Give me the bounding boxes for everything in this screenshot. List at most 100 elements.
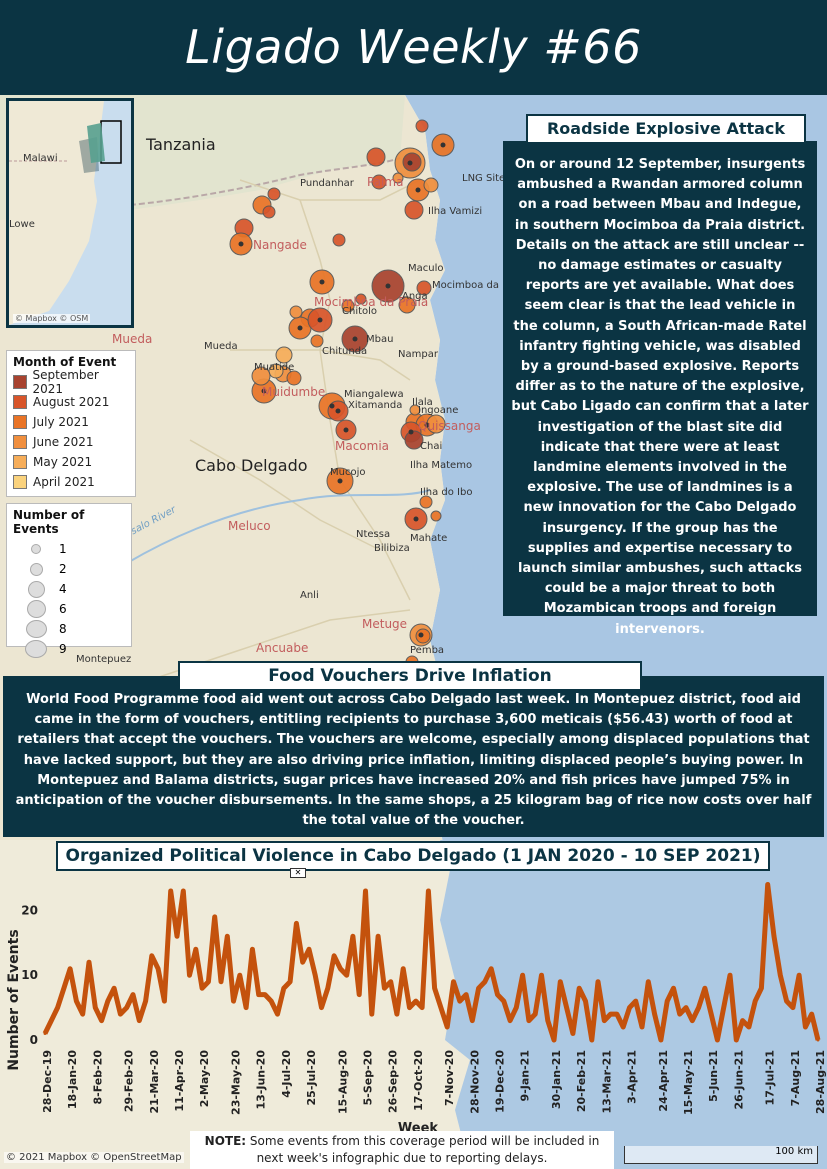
chart-point[interactable] xyxy=(527,1019,531,1023)
chart-point[interactable] xyxy=(238,973,242,977)
chart-point[interactable] xyxy=(615,1012,619,1016)
chart-point[interactable] xyxy=(206,980,210,984)
chart-point[interactable] xyxy=(250,947,254,951)
chart-point[interactable] xyxy=(376,934,380,938)
chart-point[interactable] xyxy=(697,1006,701,1010)
event-marker[interactable] xyxy=(404,200,424,220)
chart-point[interactable] xyxy=(690,1019,694,1023)
chart-point[interactable] xyxy=(307,947,311,951)
chart-point[interactable] xyxy=(232,999,235,1003)
chart-point[interactable] xyxy=(332,954,336,958)
chart-point[interactable] xyxy=(408,1006,411,1010)
chart-point[interactable] xyxy=(225,934,229,938)
chart-point[interactable] xyxy=(759,986,763,990)
chart-point[interactable] xyxy=(584,999,587,1003)
chart-point[interactable] xyxy=(351,934,355,938)
chart-point[interactable] xyxy=(118,1012,122,1016)
chart-point[interactable] xyxy=(257,993,261,997)
chart-point[interactable] xyxy=(741,1019,745,1023)
chart-point[interactable] xyxy=(778,973,782,977)
chart-point[interactable] xyxy=(395,1012,399,1016)
chart-point[interactable] xyxy=(74,999,78,1003)
chart-point[interactable] xyxy=(722,1006,726,1010)
chart-point[interactable] xyxy=(803,1025,807,1029)
chart-point[interactable] xyxy=(414,999,418,1003)
chart-point[interactable] xyxy=(672,986,675,990)
chart-point[interactable] xyxy=(439,1006,443,1010)
chart-point[interactable] xyxy=(219,980,223,984)
event-marker[interactable] xyxy=(289,305,303,319)
chart-point[interactable] xyxy=(100,1019,104,1023)
chart-point[interactable] xyxy=(313,973,317,977)
chart-point[interactable] xyxy=(634,999,638,1003)
chart-point[interactable] xyxy=(244,1006,248,1010)
chart-point[interactable] xyxy=(357,993,361,997)
event-marker[interactable] xyxy=(275,346,293,364)
event-marker[interactable] xyxy=(404,430,424,450)
chart-point[interactable] xyxy=(797,973,801,977)
chart-point[interactable] xyxy=(426,889,430,893)
chart-point[interactable] xyxy=(150,954,154,958)
event-marker[interactable] xyxy=(251,366,271,386)
chart-point[interactable] xyxy=(87,960,91,964)
chart-point[interactable] xyxy=(301,960,305,964)
chart-point[interactable] xyxy=(81,1012,85,1016)
chart-point[interactable] xyxy=(596,980,600,984)
chart-point[interactable] xyxy=(489,967,493,971)
chart-point[interactable] xyxy=(125,1006,129,1010)
event-marker[interactable] xyxy=(366,147,386,167)
chart-point[interactable] xyxy=(678,1012,682,1016)
chart-point[interactable] xyxy=(646,980,650,984)
chart-point[interactable] xyxy=(791,1006,795,1010)
chart-point[interactable] xyxy=(112,986,116,990)
event-marker[interactable] xyxy=(416,280,432,296)
inset-map[interactable]: Malawi Lowe © Mapbox © OSM xyxy=(6,98,134,328)
chart-point[interactable] xyxy=(269,999,273,1003)
chart-point[interactable] xyxy=(276,1012,279,1016)
chart-point[interactable] xyxy=(628,1006,631,1010)
chart-point[interactable] xyxy=(188,973,191,977)
chart-point[interactable] xyxy=(728,973,732,977)
chart-point[interactable] xyxy=(653,1012,657,1016)
chart-point[interactable] xyxy=(200,986,204,990)
chart-point[interactable] xyxy=(640,1025,644,1029)
chart-point[interactable] xyxy=(609,1012,613,1016)
chart-point[interactable] xyxy=(458,999,462,1003)
chart-point[interactable] xyxy=(282,986,286,990)
chart-point[interactable] xyxy=(175,934,179,938)
chart-point[interactable] xyxy=(521,973,525,977)
chart-point[interactable] xyxy=(389,980,393,984)
chart-point[interactable] xyxy=(294,921,298,925)
chart-point[interactable] xyxy=(753,999,757,1003)
event-marker[interactable] xyxy=(310,334,324,348)
event-marker[interactable] xyxy=(262,205,276,219)
chart-point[interactable] xyxy=(68,967,72,971)
chart-point[interactable] xyxy=(345,973,349,977)
chart-point[interactable] xyxy=(621,1025,625,1029)
chart-point[interactable] xyxy=(420,1006,424,1010)
chart-point[interactable] xyxy=(131,993,135,997)
event-marker[interactable] xyxy=(430,510,442,522)
event-marker[interactable] xyxy=(419,495,433,509)
chart-point[interactable] xyxy=(144,999,148,1003)
chart-point[interactable] xyxy=(364,889,367,893)
chart-point[interactable] xyxy=(106,999,110,1003)
chart-point[interactable] xyxy=(558,980,562,984)
chart-point[interactable] xyxy=(810,1012,814,1016)
chart-point[interactable] xyxy=(546,1019,550,1023)
chart-point[interactable] xyxy=(162,999,166,1003)
chart-point[interactable] xyxy=(288,980,292,984)
chart-point[interactable] xyxy=(433,986,437,990)
chart-point[interactable] xyxy=(571,1032,575,1035)
chart-point[interactable] xyxy=(684,1006,688,1010)
chart-point[interactable] xyxy=(320,1006,323,1010)
chart-point[interactable] xyxy=(602,1019,606,1023)
chart-point[interactable] xyxy=(62,986,66,990)
event-marker[interactable] xyxy=(398,296,416,314)
chart-point[interactable] xyxy=(483,980,487,984)
chart-point[interactable] xyxy=(766,883,770,886)
chart-point[interactable] xyxy=(93,1006,97,1010)
chart-point[interactable] xyxy=(382,986,386,990)
chart-point[interactable] xyxy=(49,1019,53,1023)
